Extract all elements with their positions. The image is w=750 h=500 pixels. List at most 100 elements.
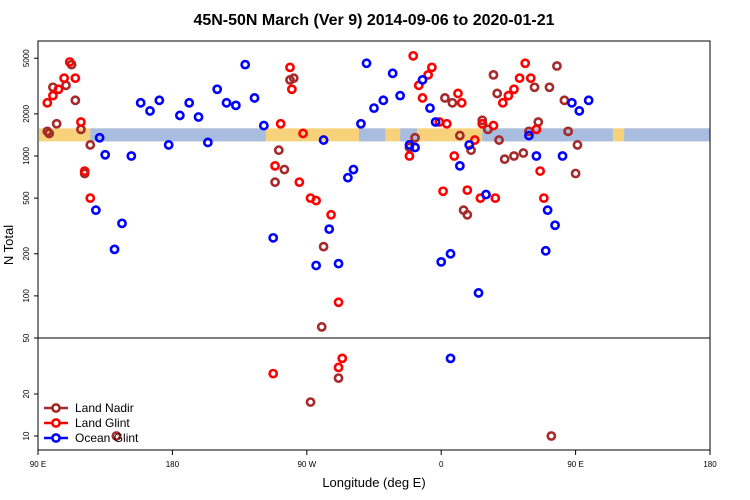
land_nadir-point-20 (454, 130, 465, 141)
ocean_glint-point-5 (126, 151, 137, 161)
land_glint-point-15 (311, 195, 322, 206)
ocean_glint-point-46 (540, 245, 551, 256)
land_glint-point-4 (64, 57, 75, 67)
land_nadir-point-39 (570, 168, 581, 179)
land_glint-point-33 (477, 118, 488, 129)
land_nadir-point-9 (270, 177, 280, 188)
ocean_glint-point-41 (464, 140, 475, 150)
land_nadir-point-19 (447, 97, 458, 108)
ocean_glint-point-12 (193, 112, 204, 122)
land_glint-point-29 (456, 97, 467, 108)
y-tick-label-1: 2000 (22, 104, 31, 122)
land_glint-point-45 (270, 160, 280, 171)
land_glint-point-43 (535, 166, 546, 176)
ocean_glint-point-8 (154, 95, 165, 106)
land_nadir-lower-point-2 (111, 431, 122, 441)
ocean_glint-point-19 (258, 120, 269, 131)
y-tick-label-6: 50 (22, 333, 31, 342)
x-tick-label-3: 0 (439, 460, 444, 469)
land_glint-point-7 (79, 166, 90, 176)
ocean_glint-point-16 (230, 100, 241, 111)
ocean_glint-point-38 (436, 256, 447, 267)
ocean_glint-point-10 (174, 110, 185, 121)
ocean_glint-point-17 (240, 59, 251, 70)
band-ocean-segment-4 (624, 128, 710, 142)
ocean_glint-point-31 (387, 68, 398, 79)
land_glint-lower-point-1 (337, 353, 348, 364)
land_glint-point-26 (441, 118, 452, 129)
land_glint-point-6 (76, 117, 86, 127)
ocean_glint-point-20 (268, 232, 279, 243)
land_glint-point-38 (509, 84, 519, 95)
land_glint-point-41 (525, 73, 536, 84)
land_nadir-point-13 (288, 73, 299, 84)
ocean_glint-point-26 (348, 164, 359, 175)
lower-panel (111, 353, 557, 441)
ocean_glint-lower-point-0 (445, 353, 456, 364)
band-ocean-segment-3 (482, 128, 613, 142)
ocean_glint-point-0 (90, 205, 101, 216)
x-axis-label: Longitude (deg E) (322, 475, 425, 490)
x-tick-label-4: 90 E (567, 460, 583, 469)
coverage-band (39, 128, 710, 142)
ocean_glint-point-25 (342, 172, 353, 183)
ocean_glint-point-1 (94, 132, 105, 143)
land_nadir-point-30 (509, 151, 519, 161)
legend-marker-land_glint (51, 418, 61, 428)
land_nadir-point-36 (552, 61, 562, 71)
ocean_glint-point-45 (531, 151, 542, 161)
ocean_glint-point-24 (333, 258, 344, 269)
ocean_glint-point-34 (410, 142, 420, 153)
land_glint-point-8 (85, 193, 96, 204)
land_nadir-point-37 (559, 95, 570, 106)
ocean_glint-point-49 (566, 97, 577, 108)
ocean_glint-point-51 (583, 95, 594, 106)
legend-marker-ocean_glint (51, 433, 61, 443)
land_glint-point-1 (48, 90, 58, 101)
land_nadir-point-22 (462, 209, 473, 220)
land_glint-point-22 (423, 69, 434, 80)
land_glint-point-40 (520, 58, 531, 69)
ocean_glint-point-39 (445, 248, 456, 259)
land_glint-point-0 (42, 97, 53, 108)
land_glint-point-10 (285, 62, 295, 73)
legend-label-ocean_glint: Ocean Glint (75, 431, 139, 445)
land_glint-point-35 (490, 193, 501, 204)
ocean_glint-point-4 (117, 218, 127, 229)
land_nadir-point-27 (492, 88, 503, 99)
y-tick-label-0: 5000 (22, 49, 31, 67)
legend-marker-land_nadir (51, 403, 61, 413)
ocean_glint-point-36 (425, 103, 435, 113)
land_glint-point-23 (426, 62, 437, 73)
land_glint-point-44 (538, 193, 549, 204)
land_glint-point-12 (294, 177, 305, 188)
ocean_glint-point-42 (473, 288, 484, 298)
y-tick-label-2: 1000 (22, 147, 31, 165)
y-tick-label-lower-0: 20 (22, 389, 31, 398)
y-tick-label-lower-1: 10 (22, 431, 31, 440)
land_glint-point-21 (417, 93, 428, 103)
land_nadir-point-31 (518, 148, 529, 158)
ocean_glint-point-48 (557, 151, 568, 161)
land_glint-point-2 (53, 84, 64, 95)
land_nadir-point-28 (494, 135, 504, 145)
upper-panel (39, 50, 710, 332)
land_glint-point-28 (453, 88, 463, 99)
ocean_glint-point-21 (311, 260, 322, 271)
land_glint-point-3 (59, 73, 70, 84)
land_glint-point-18 (404, 151, 415, 161)
land_nadir-point-18 (440, 93, 450, 103)
lower-panel-points (111, 353, 557, 441)
ocean_glint-point-15 (221, 97, 232, 108)
land_glint-point-11 (286, 84, 297, 95)
land_nadir-point-14 (318, 241, 329, 252)
ocean_glint-point-35 (417, 74, 428, 85)
land_glint-point-17 (333, 297, 344, 308)
y-tick-label-3: 500 (22, 191, 31, 205)
land_nadir-point-17 (410, 132, 420, 143)
ocean_glint-point-27 (356, 118, 366, 129)
land_nadir-point-10 (273, 145, 284, 156)
land_glint-lower-point-0 (268, 368, 279, 379)
ocean_glint-point-14 (212, 84, 223, 95)
